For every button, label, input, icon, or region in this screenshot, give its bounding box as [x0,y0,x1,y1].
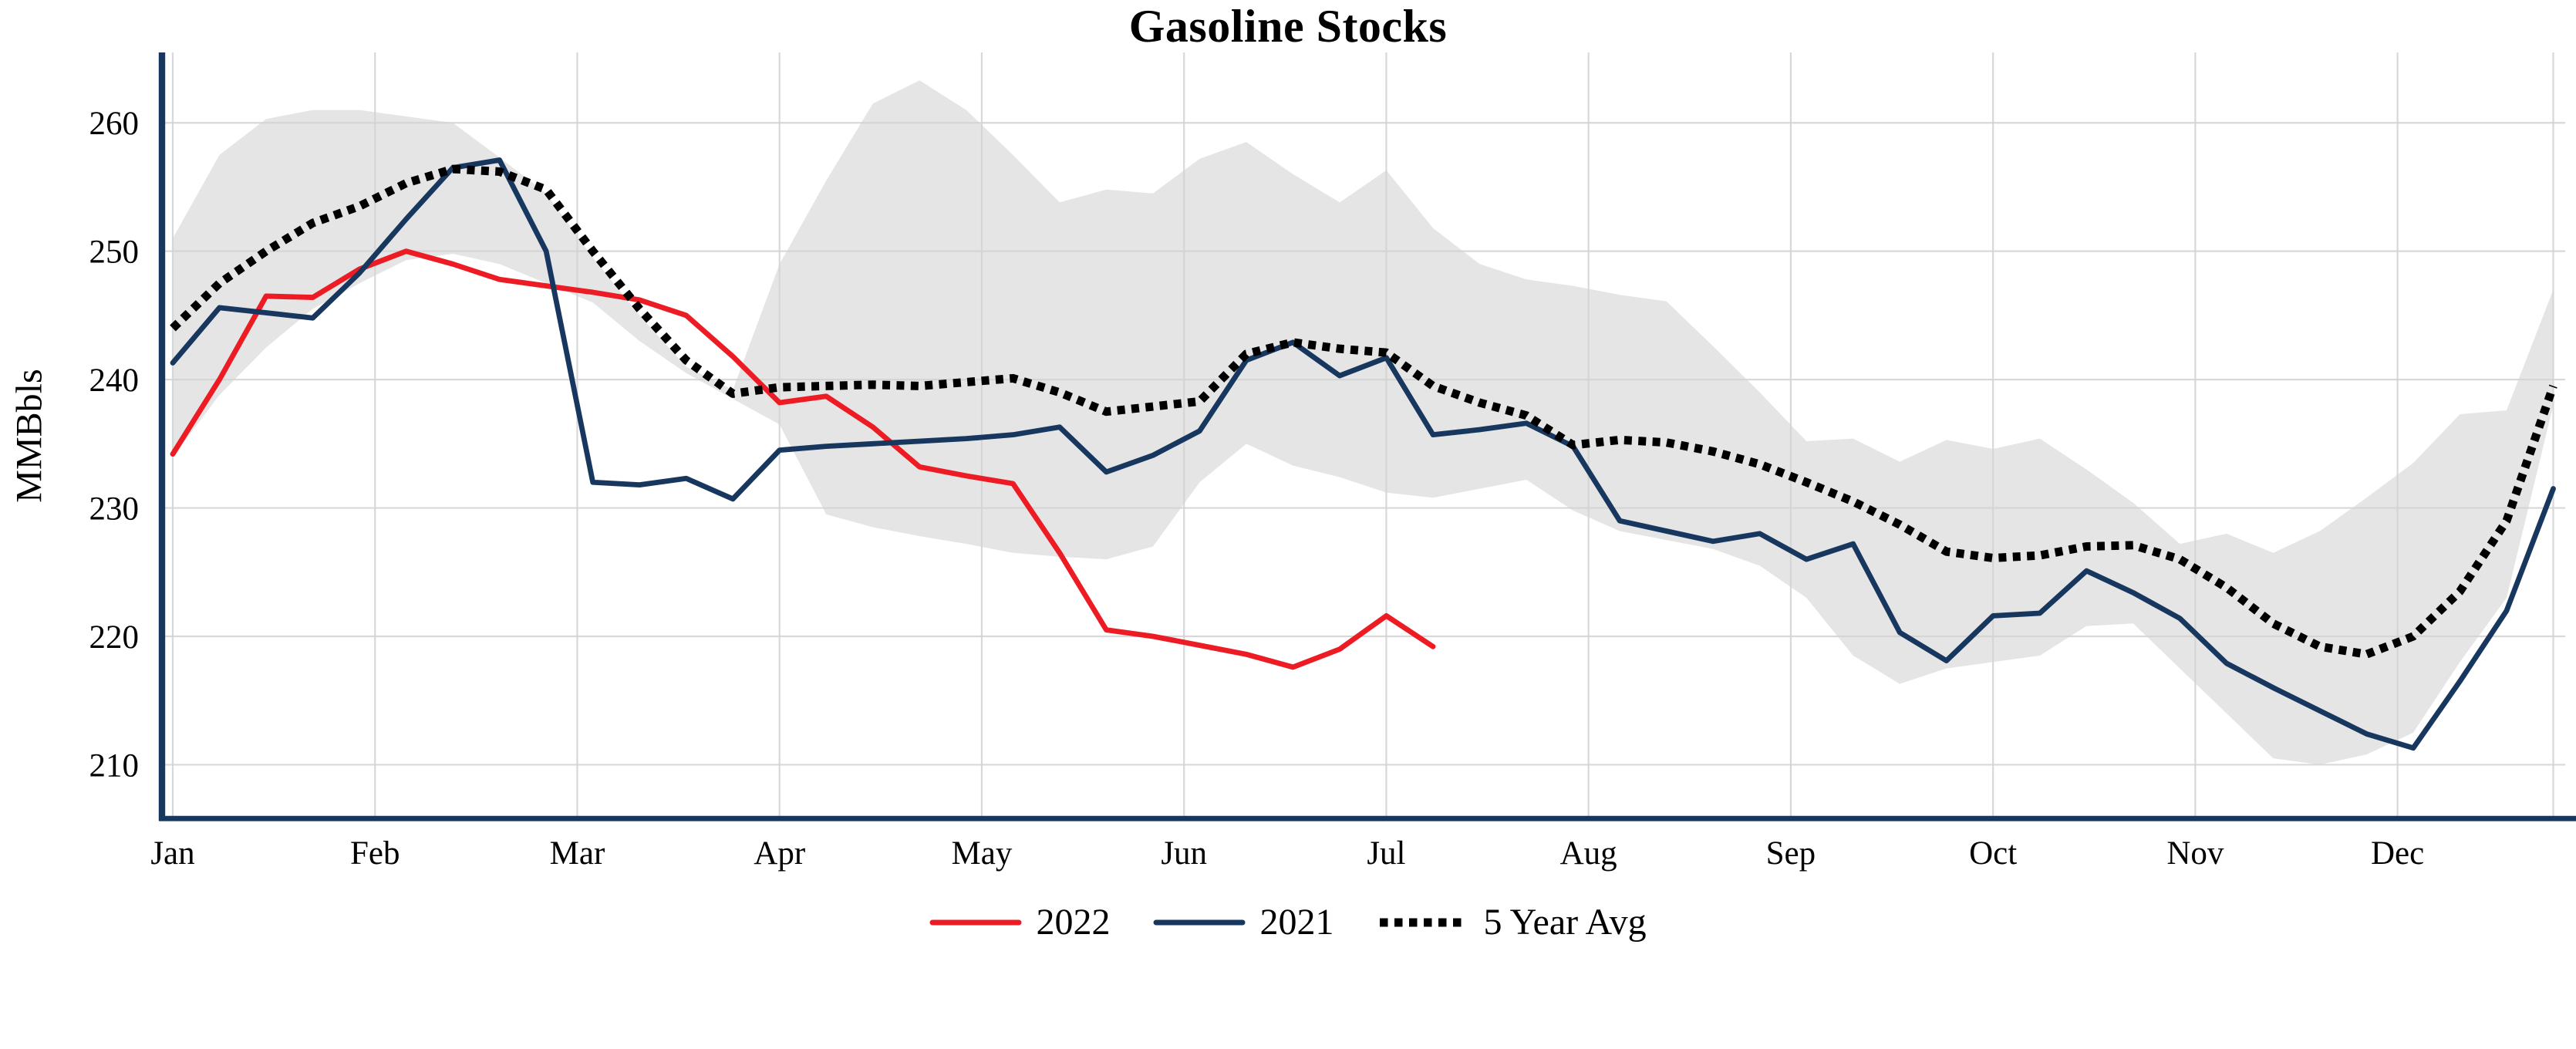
series-5-year-avg-line [170,164,2557,659]
x-tick-label: Oct [1969,835,2017,872]
x-tick-label: Apr [754,835,805,872]
y-tick-label: 210 [89,747,140,784]
legend-5yr-avg-line-sample [1380,918,1467,926]
x-tick-label: Nov [2166,835,2224,872]
y-tick-label: 250 [89,234,140,271]
series-2021-line [170,157,2556,751]
legend-item-5yr-avg: 5 Year Avg [1377,901,1647,943]
legend-2022-label: 2022 [1036,902,1111,943]
y-tick-label: 230 [89,491,140,528]
x-tick-label: Feb [350,835,400,872]
five-year-range-band [173,80,2554,765]
legend-item-2021: 2021 [1153,901,1334,943]
x-tick-label: Dec [2371,835,2424,872]
y-tick-label: 220 [89,619,140,656]
x-tick-label: May [952,835,1013,872]
y-tick-label: 240 [89,363,140,399]
legend: 2022 2021 5 Year Avg [0,901,2576,943]
x-tick-label: Jan [150,835,194,872]
legend-2022-line-sample [929,919,1022,925]
series-2022-line [170,248,1436,670]
x-tick-label: Jun [1161,835,1207,872]
chart-title: Gasoline Stocks [1128,1,1448,52]
x-tick-label: Mar [550,835,605,872]
x-tick-label: Jul [1367,835,1405,872]
legend-5yr-avg-label: 5 Year Avg [1483,902,1647,943]
y-tick-label: 260 [89,106,140,142]
legend-2021-line-sample [1153,919,1246,925]
legend-item-2022: 2022 [929,901,1110,943]
y-axis-label: MMBbls [8,369,50,503]
x-tick-label: Sep [1766,835,1816,872]
legend-2021-label: 2021 [1259,902,1334,943]
x-tick-label: Aug [1560,835,1617,872]
